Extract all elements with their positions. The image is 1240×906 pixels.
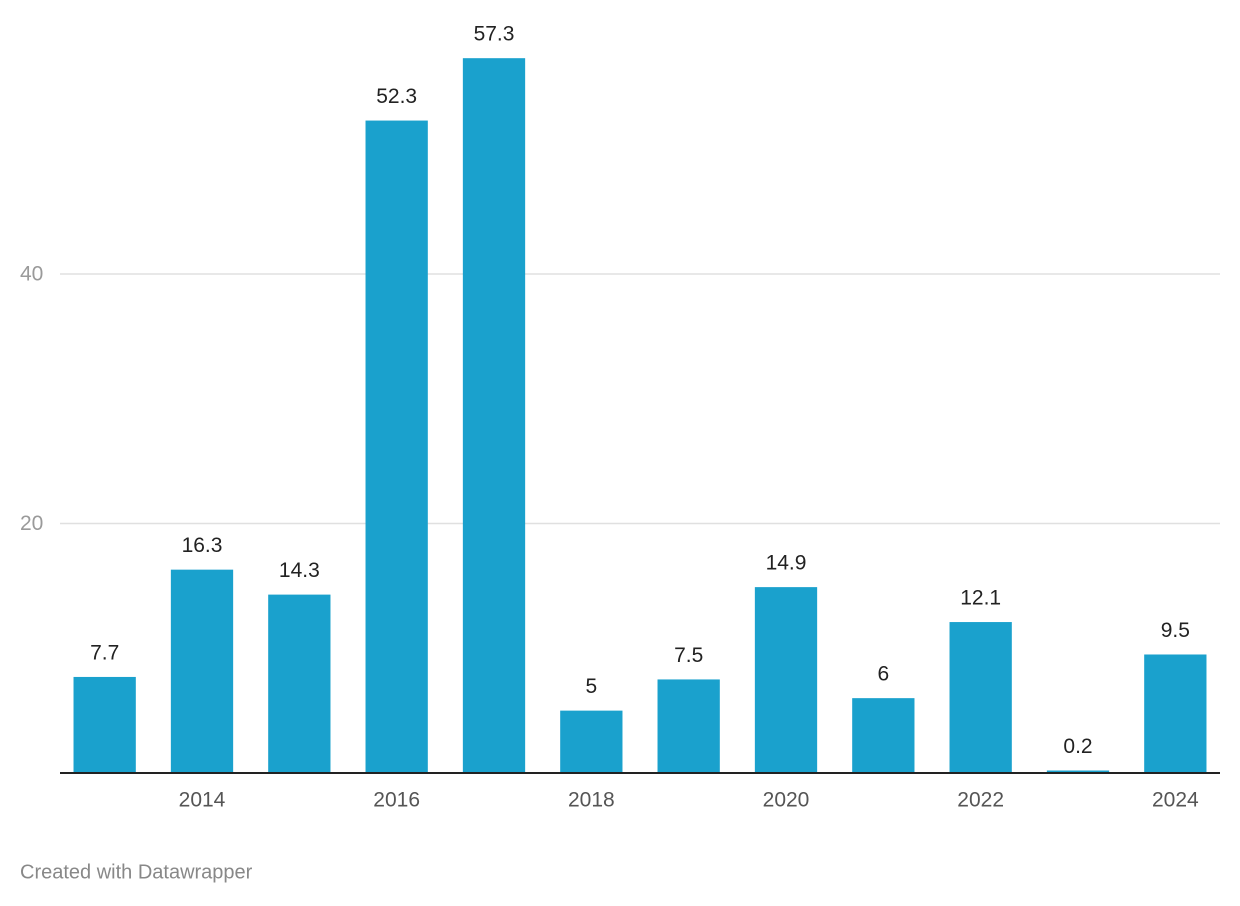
value-label: 0.2 bbox=[1063, 735, 1092, 758]
x-tick-label: 2024 bbox=[1152, 789, 1199, 812]
x-tick-label: 2020 bbox=[763, 789, 810, 812]
value-label: 7.7 bbox=[90, 641, 119, 664]
value-label: 12.1 bbox=[960, 587, 1001, 610]
y-tick-label: 40 bbox=[20, 263, 43, 286]
x-tick-label: 2022 bbox=[957, 789, 1004, 812]
value-label: 7.5 bbox=[674, 644, 703, 667]
x-tick-label: 2014 bbox=[179, 789, 226, 812]
bar bbox=[754, 587, 818, 773]
bar bbox=[365, 120, 428, 774]
value-label: 5 bbox=[585, 675, 597, 698]
value-label: 57.3 bbox=[474, 23, 515, 46]
value-label: 14.9 bbox=[766, 552, 807, 575]
bar bbox=[1144, 654, 1207, 773]
y-tick-label: 20 bbox=[20, 512, 43, 535]
bar bbox=[462, 58, 526, 774]
value-label: 6 bbox=[877, 663, 889, 686]
bar bbox=[657, 679, 720, 773]
bar bbox=[1046, 770, 1110, 773]
footer: Created with Datawrapper bbox=[20, 861, 253, 883]
x-tick-label: 2018 bbox=[568, 789, 615, 812]
bar bbox=[73, 676, 136, 773]
value-label: 14.3 bbox=[279, 559, 320, 582]
value-label: 9.5 bbox=[1161, 619, 1190, 642]
value-label: 16.3 bbox=[182, 534, 223, 557]
bar bbox=[560, 710, 623, 773]
x-tick-label: 2016 bbox=[373, 789, 420, 812]
bar bbox=[949, 622, 1012, 773]
value-label: 52.3 bbox=[376, 85, 417, 108]
bar bbox=[170, 569, 234, 773]
bar bbox=[852, 698, 915, 773]
bar bbox=[268, 594, 331, 773]
